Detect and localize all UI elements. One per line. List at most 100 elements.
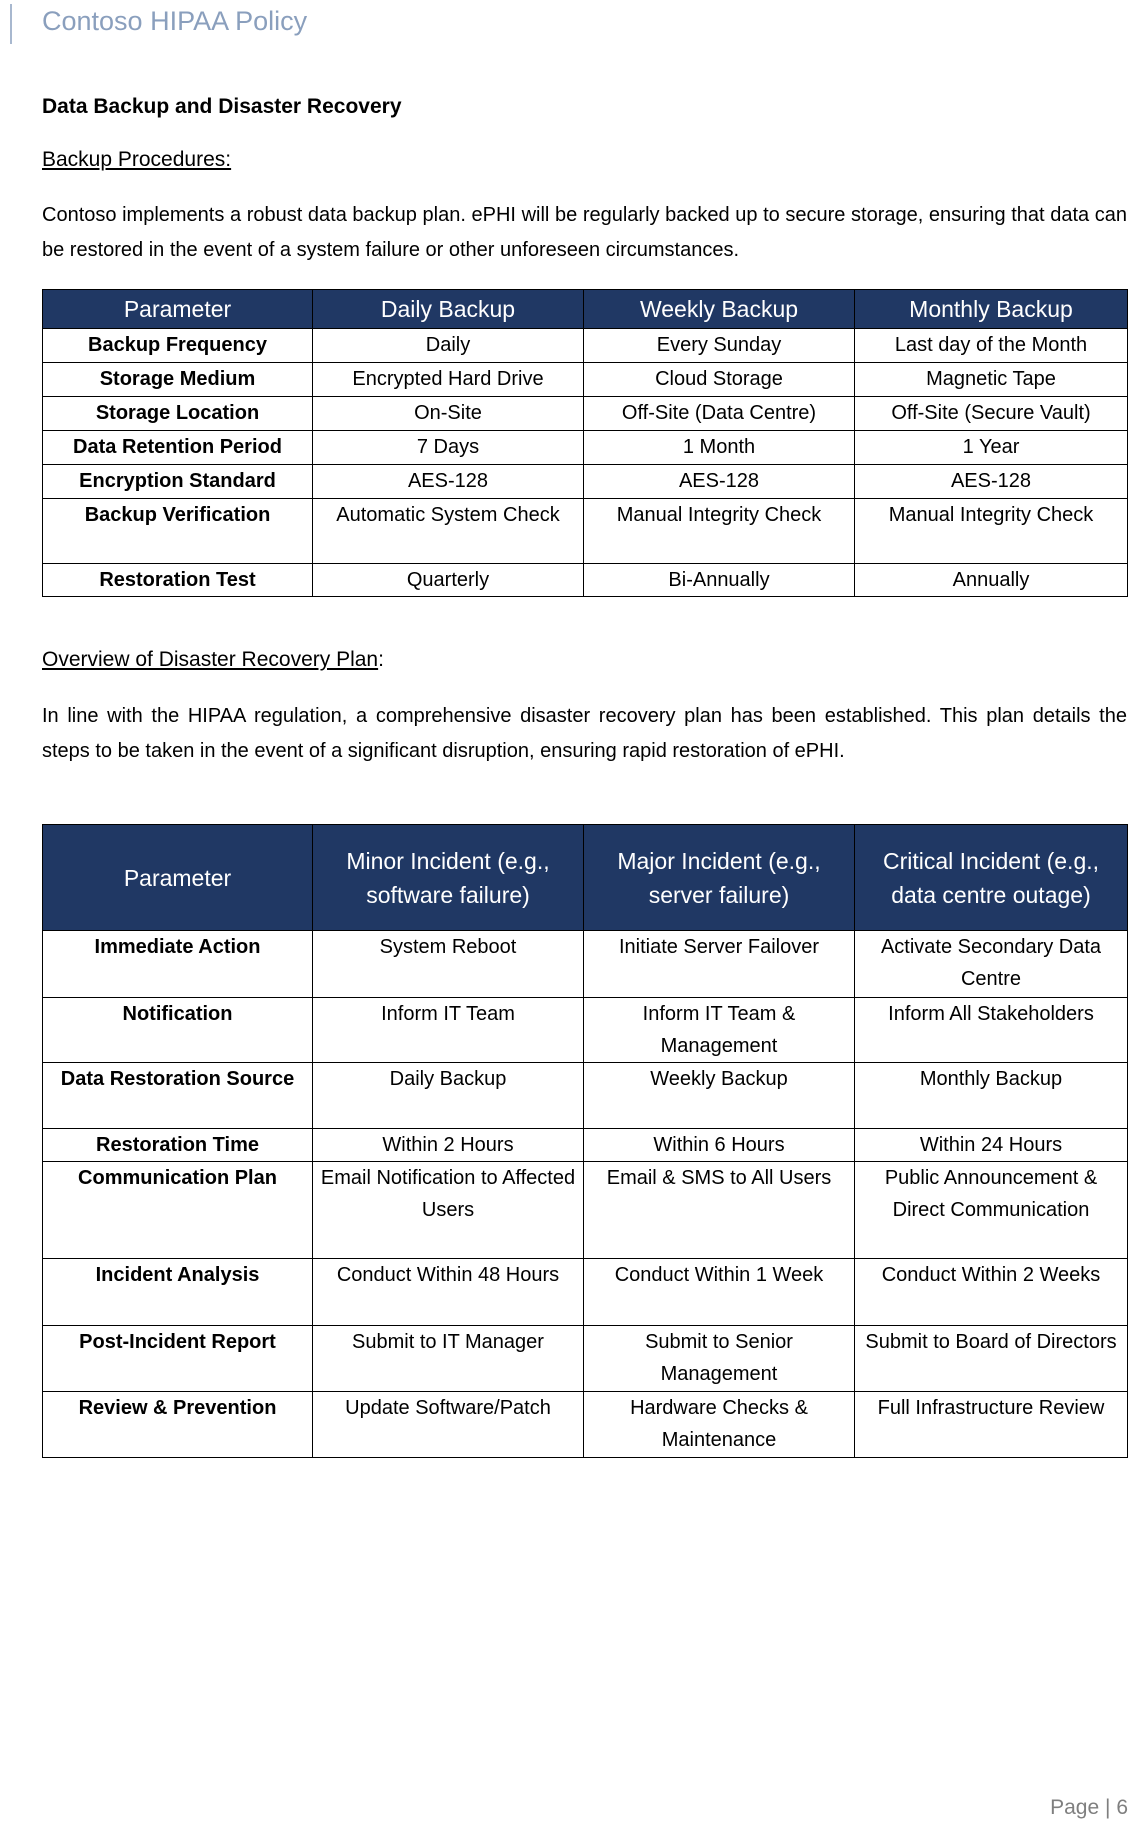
recovery-paragraph: In line with the HIPAA regulation, a com… xyxy=(42,705,1127,762)
table-cell: Cloud Storage xyxy=(583,362,855,397)
recovery-heading-suffix: : xyxy=(378,648,384,671)
table-cell: 1 Month xyxy=(583,430,855,465)
table-cell: Off-Site (Data Centre) xyxy=(583,396,855,431)
column-header: Parameter xyxy=(42,289,313,329)
table-cell: Inform IT Team & Management xyxy=(583,997,855,1063)
table-cell: Email Notification to Affected Users xyxy=(312,1161,584,1259)
table-cell: System Reboot xyxy=(312,930,584,998)
table-cell: Within 6 Hours xyxy=(583,1128,855,1162)
column-header: Critical Incident (e.g., data centre out… xyxy=(854,824,1128,931)
table-cell: Every Sunday xyxy=(583,328,855,363)
table-row: Restoration Time Within 2 Hours Within 6 H… xyxy=(42,1128,1128,1162)
table-row: Restoration Test Quarterly Bi-Annually Annu… xyxy=(42,563,1128,597)
page-footer: Page | 6 xyxy=(1050,1796,1128,1820)
column-header: Minor Incident (e.g., software failure) xyxy=(312,824,584,931)
column-header: Parameter xyxy=(42,824,313,931)
row-parameter-cell: Immediate Action xyxy=(42,930,313,998)
table-cell: 1 Year xyxy=(854,430,1128,465)
table-row: Data Retention Period 7 Days 1 Month 1 Year xyxy=(42,430,1128,465)
table-row: Storage Medium Encrypted Hard Drive Cloud … xyxy=(42,362,1128,397)
table-cell: Public Announcement & Direct Communicati… xyxy=(854,1161,1128,1259)
table-cell: Weekly Backup xyxy=(583,1062,855,1129)
row-parameter-cell: Encryption Standard xyxy=(42,464,313,499)
column-header: Monthly Backup xyxy=(854,289,1128,329)
backup-paragraph: Contoso implements a robust data backup … xyxy=(42,204,1127,261)
recovery-table: Parameter Minor Incident (e.g., software … xyxy=(42,824,1128,1458)
table-row: Backup Verification Automatic System Chec… xyxy=(42,498,1128,564)
recovery-table-header: Parameter Minor Incident (e.g., software … xyxy=(42,824,1128,931)
header-accent-bar xyxy=(10,4,12,44)
column-header: Major Incident (e.g., server failure) xyxy=(583,824,855,931)
table-cell: Annually xyxy=(854,563,1128,597)
table-cell: Encrypted Hard Drive xyxy=(312,362,584,397)
table-cell: Conduct Within 1 Week xyxy=(583,1258,855,1326)
table-row: Post-Incident Report Submit to IT Manager… xyxy=(42,1325,1128,1392)
table-cell: 7 Days xyxy=(312,430,584,465)
row-parameter-cell: Incident Analysis xyxy=(42,1258,313,1326)
table-cell: Update Software/Patch xyxy=(312,1391,584,1458)
column-header: Daily Backup xyxy=(312,289,584,329)
table-cell: Last day of the Month xyxy=(854,328,1128,363)
row-parameter-cell: Backup Frequency xyxy=(42,328,313,363)
recovery-heading: Overview of Disaster Recovery Plan: xyxy=(42,648,384,672)
table-cell: Inform IT Team xyxy=(312,997,584,1063)
table-cell: Off-Site (Secure Vault) xyxy=(854,396,1128,431)
row-parameter-cell: Data Retention Period xyxy=(42,430,313,465)
table-cell: Activate Secondary Data Centre xyxy=(854,930,1128,998)
row-parameter-cell: Storage Location xyxy=(42,396,313,431)
table-row: Communication Plan Email Notification to … xyxy=(42,1161,1128,1259)
table-cell: Automatic System Check xyxy=(312,498,584,564)
table-cell: Inform All Stakeholders xyxy=(854,997,1128,1063)
row-parameter-cell: Post-Incident Report xyxy=(42,1325,313,1392)
table-row: Incident Analysis Conduct Within 48 Hours… xyxy=(42,1258,1128,1326)
table-cell: Monthly Backup xyxy=(854,1062,1128,1129)
recovery-heading-text: Overview of Disaster Recovery Plan xyxy=(42,648,379,671)
row-parameter-cell: Data Restoration Source xyxy=(42,1062,313,1129)
table-row: Immediate Action System Reboot Initiate Se… xyxy=(42,930,1128,998)
backup-heading-text: Backup Procedures: xyxy=(42,148,232,171)
table-cell: Conduct Within 2 Weeks xyxy=(854,1258,1128,1326)
row-parameter-cell: Restoration Test xyxy=(42,563,313,597)
table-cell: Magnetic Tape xyxy=(854,362,1128,397)
table-cell: Submit to Board of Directors xyxy=(854,1325,1128,1392)
table-cell: Email & SMS to All Users xyxy=(583,1161,855,1259)
table-cell: Conduct Within 48 Hours xyxy=(312,1258,584,1326)
backup-table: Parameter Daily Backup Weekly Backup Monthl… xyxy=(42,289,1128,597)
table-row: Encryption Standard AES-128 AES-128 AES-128 xyxy=(42,464,1128,499)
row-parameter-cell: Storage Medium xyxy=(42,362,313,397)
table-cell: AES-128 xyxy=(854,464,1128,499)
table-cell: Full Infrastructure Review xyxy=(854,1391,1128,1458)
table-cell: Submit to IT Manager xyxy=(312,1325,584,1392)
table-cell: Submit to Senior Management xyxy=(583,1325,855,1392)
row-parameter-cell: Communication Plan xyxy=(42,1161,313,1259)
table-cell: Within 24 Hours xyxy=(854,1128,1128,1162)
table-cell: Within 2 Hours xyxy=(312,1128,584,1162)
table-cell: Manual Integrity Check xyxy=(583,498,855,564)
table-cell: Quarterly xyxy=(312,563,584,597)
section-title: Data Backup and Disaster Recovery xyxy=(42,95,402,118)
table-cell: Bi-Annually xyxy=(583,563,855,597)
table-row: Backup Frequency Daily Every Sunday Last da… xyxy=(42,328,1128,363)
page-label: Page xyxy=(1050,1796,1100,1819)
table-row: Data Restoration Source Daily Backup Weekl… xyxy=(42,1062,1128,1129)
backup-heading: Backup Procedures: xyxy=(42,148,231,172)
row-parameter-cell: Restoration Time xyxy=(42,1128,313,1162)
backup-table-header: Parameter Daily Backup Weekly Backup Monthl… xyxy=(42,289,1128,329)
page-number: 6 xyxy=(1116,1796,1128,1819)
row-parameter-cell: Notification xyxy=(42,997,313,1063)
table-row: Review & Prevention Update Software/Patch… xyxy=(42,1391,1128,1458)
table-cell: Daily Backup xyxy=(312,1062,584,1129)
row-parameter-cell: Review & Prevention xyxy=(42,1391,313,1458)
table-cell: Manual Integrity Check xyxy=(854,498,1128,564)
page-separator: | xyxy=(1105,1796,1111,1819)
table-cell: AES-128 xyxy=(312,464,584,499)
table-cell: On-Site xyxy=(312,396,584,431)
row-parameter-cell: Backup Verification xyxy=(42,498,313,564)
column-header: Weekly Backup xyxy=(583,289,855,329)
table-row: Notification Inform IT Team Inform IT Team… xyxy=(42,997,1128,1063)
table-row: Storage Location On-Site Off-Site (Data Ce… xyxy=(42,396,1128,431)
table-cell: Daily xyxy=(312,328,584,363)
table-cell: AES-128 xyxy=(583,464,855,499)
document-header-title: Contoso HIPAA Policy xyxy=(42,6,308,36)
